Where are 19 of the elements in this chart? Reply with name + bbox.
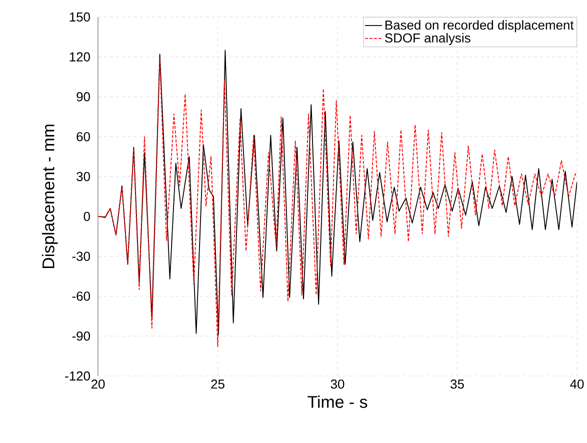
y-tick-label: -90	[72, 332, 90, 341]
y-tick-label: -60	[72, 292, 90, 301]
legend-label: SDOF analysis	[385, 33, 470, 46]
y-tick-label: 0	[84, 212, 90, 222]
legend-label: Based on recorded displacement	[386, 20, 574, 32]
y-tick-label: 60	[76, 132, 90, 142]
y-tick-label: 90	[76, 92, 90, 102]
x-tick-label: 20	[91, 380, 105, 389]
x-tick-label: 35	[450, 380, 464, 389]
x-tick-label: 25	[211, 380, 224, 389]
y-tick-label: 120	[70, 52, 90, 62]
x-tick-label: 40	[570, 380, 584, 389]
x-tick-label: 30	[330, 380, 344, 389]
y-tick-label: -120	[65, 371, 90, 381]
y-tick-label: 150	[70, 12, 90, 22]
y-tick-label: 30	[76, 172, 90, 182]
y-axis-title: Displacement - mm	[42, 124, 58, 268]
x-axis-title: Time - s	[308, 396, 368, 408]
y-tick-label: -30	[72, 252, 90, 261]
